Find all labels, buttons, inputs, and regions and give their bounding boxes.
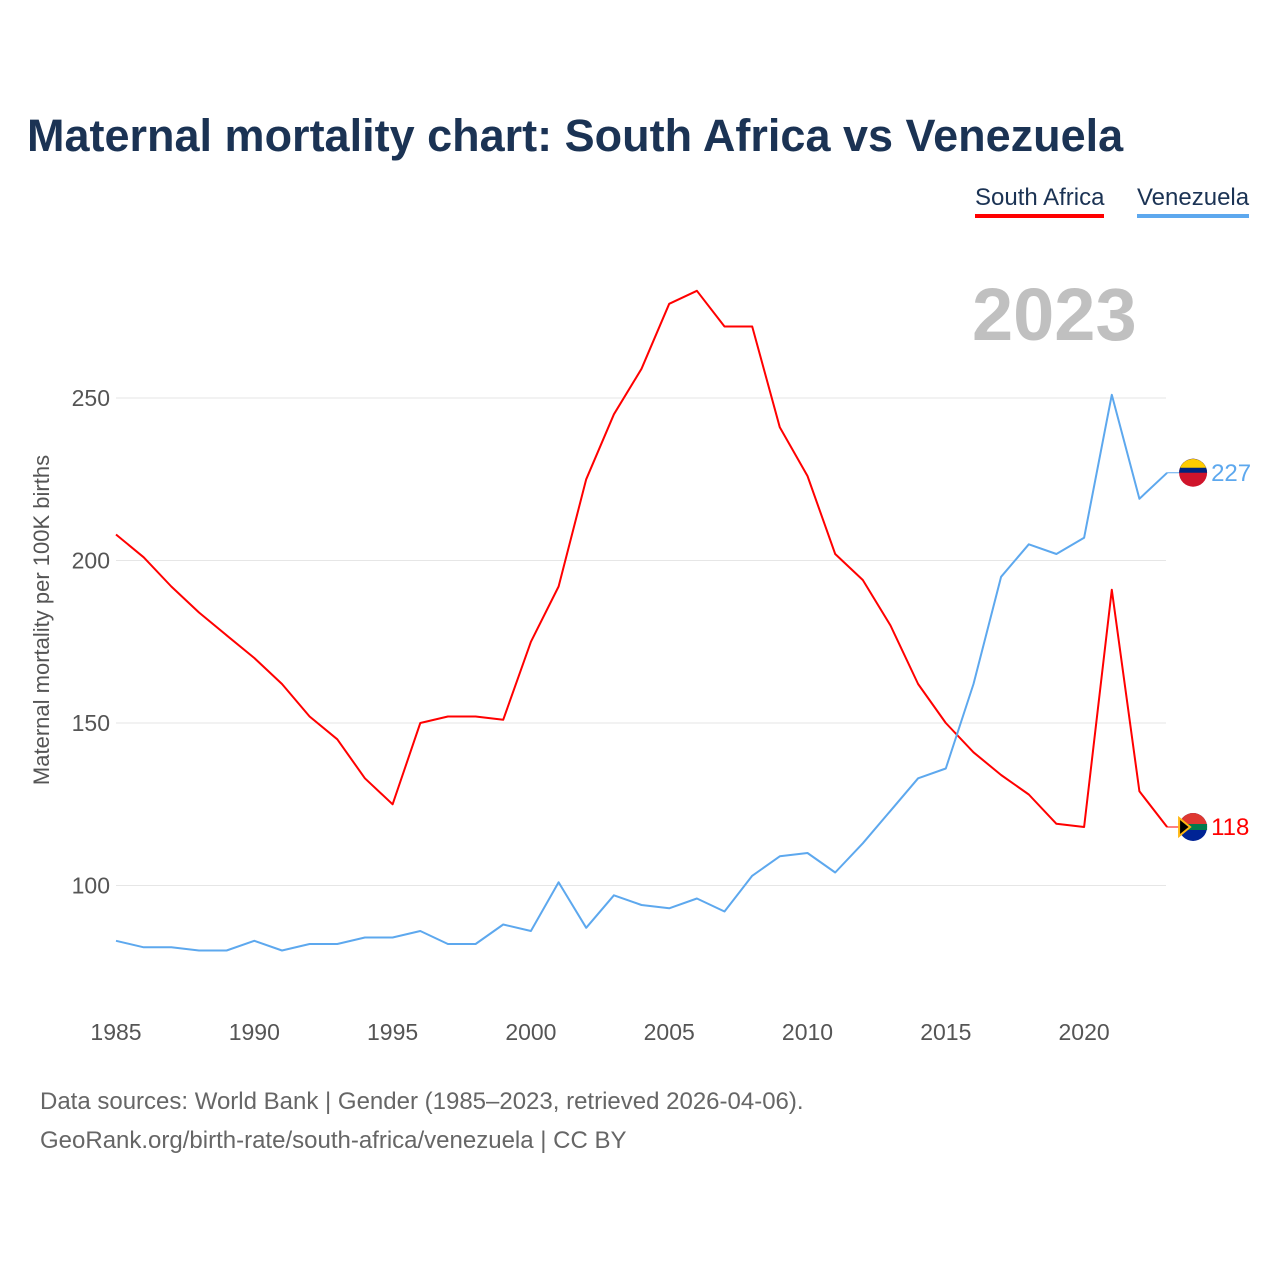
legend-south-africa[interactable]: South Africa [975,184,1105,218]
chart-title: Maternal mortality chart: South Africa v… [27,110,1124,161]
x-tick-label: 1995 [367,1019,418,1045]
x-tick-label: 2015 [920,1019,971,1045]
x-tick-label: 2000 [505,1019,556,1045]
series-line-venezuela [115,393,1168,952]
venezuela-flag-yellow [1180,458,1207,468]
y-tick-label: 200 [72,548,110,574]
end-value-label: 227 [1211,460,1251,487]
series-line-south-africa [115,289,1168,828]
x-tick-label: 1985 [90,1019,141,1045]
y-tick-label: 250 [72,385,110,411]
source-line: Data sources: World Bank | Gender (1985–… [40,1088,804,1115]
x-tick-label: 2020 [1059,1019,1110,1045]
x-tick-label: 2005 [644,1019,695,1045]
south-africa-flag-triangle [1178,815,1192,839]
south-africa-flag-green [1179,824,1208,830]
x-tick-label: 1990 [229,1019,280,1045]
year-label: 2023 [972,273,1137,356]
x-tick-label: 2010 [782,1019,833,1045]
attribution-line[interactable]: GeoRank.org/birth-rate/south-africa/vene… [40,1127,627,1154]
end-value-label: 118 [1211,814,1249,841]
y-tick-label: 150 [72,710,110,736]
y-tick-label: 100 [72,873,110,899]
legend-venezuela[interactable]: Venezuela [1137,184,1250,218]
